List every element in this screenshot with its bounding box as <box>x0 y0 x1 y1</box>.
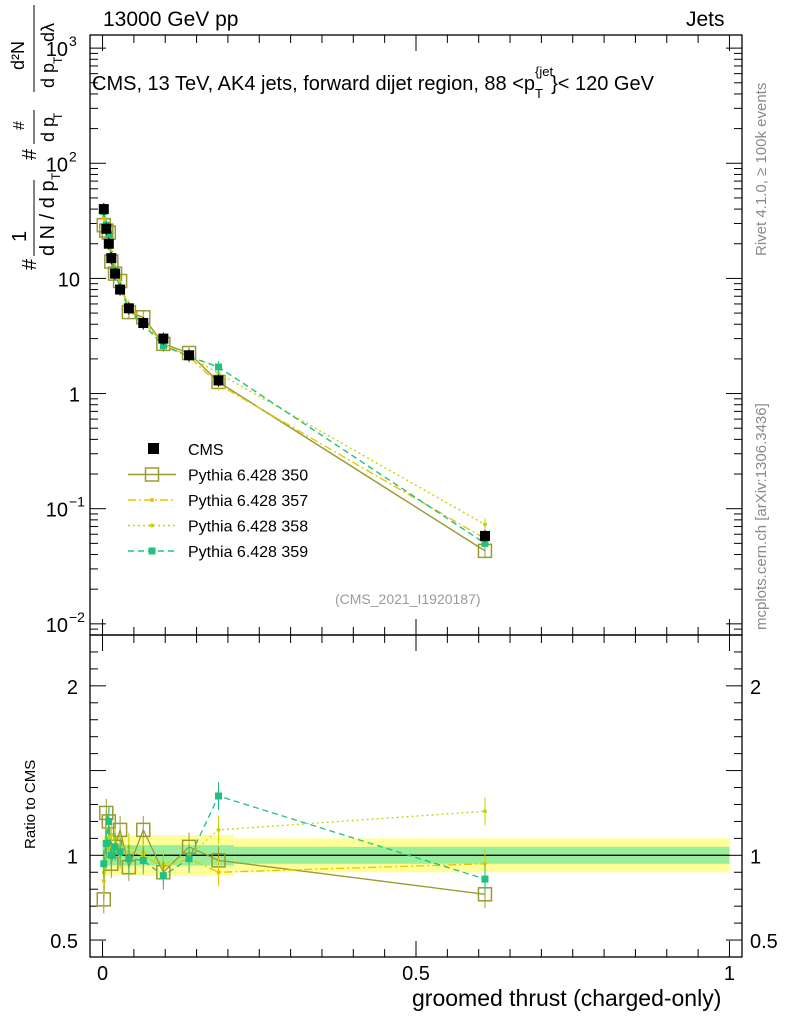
legend-label-358: Pythia 6.428 358 <box>188 519 308 536</box>
cms-data-point <box>213 375 224 386</box>
series-point <box>216 827 221 832</box>
series-359-point <box>481 875 489 883</box>
y-tick-label: −2 <box>69 609 85 625</box>
x-axis-label: groomed thrust (charged-only) <box>412 985 722 1011</box>
y-tick-label: 2 <box>69 148 77 164</box>
cms-data-point <box>115 284 126 295</box>
y-tick-label: 3 <box>69 33 77 49</box>
series-point <box>150 523 154 528</box>
ylabel-part: d N / d p <box>37 180 59 256</box>
series-350-point <box>136 822 151 838</box>
analysis-id: (CMS_2021_I1920187) <box>335 591 481 607</box>
energy-label: 13000 GeV pp <box>103 8 239 31</box>
ylabel-part: # <box>19 258 41 270</box>
x-tick-label: 0.5 <box>402 963 430 985</box>
series-359-point <box>105 231 113 239</box>
y-tick-label: 1 <box>69 385 80 407</box>
y-tick-label: 10 <box>46 500 68 522</box>
series-point <box>216 870 221 875</box>
legend-label-cms: CMS <box>188 442 224 459</box>
series-point <box>482 522 487 527</box>
y-tick-label: 10 <box>46 615 68 637</box>
ratio-y-tick-label: 2 <box>67 677 78 699</box>
series-359-point <box>105 817 113 825</box>
chart-title: CMS, 13 TeV, AK4 jets, forward dijet reg… <box>92 64 655 101</box>
category-label: Jets <box>686 8 725 31</box>
ratio-frame <box>89 634 743 958</box>
ratio-y-axis-label: Ratio to CMS <box>22 759 39 849</box>
cms-data-point <box>479 530 490 541</box>
legend-label-359: Pythia 6.428 359 <box>188 544 308 561</box>
series-359-point <box>215 792 223 800</box>
series-359-point <box>107 851 115 859</box>
y-tick-label: 10 <box>46 154 68 176</box>
series-359-point <box>100 860 108 868</box>
ylabel-part: d p <box>38 63 58 88</box>
series-359-point <box>159 872 167 880</box>
cms-data-point <box>98 204 109 215</box>
y-tick-label: 10 <box>46 39 68 61</box>
series-359-point <box>185 855 193 863</box>
legend-label-350: Pythia 6.428 350 <box>188 468 308 485</box>
y-tick-label: 10 <box>58 269 80 291</box>
ratio-y-tick-label: 0.5 <box>750 931 778 953</box>
cms-data-point <box>184 350 195 361</box>
series-359-point <box>159 342 167 350</box>
cms-data-point <box>138 317 149 328</box>
series-359-point <box>111 843 119 851</box>
x-tick-label: 0 <box>97 963 108 985</box>
ylabel-part: # <box>19 148 41 160</box>
mcplots-label: mcplots.cern.ch [arXiv:1306.3436] <box>753 403 770 630</box>
series-350-point <box>144 467 160 482</box>
ratio-y-tick-label: 1 <box>750 846 761 868</box>
cms-data-point <box>158 333 169 344</box>
ratio-plot: 0 0.5 1 0.5 0.5 1 1 2 2 <box>50 619 778 985</box>
rivet-label: Rivet 4.1.0, ≥ 100k events <box>753 82 770 256</box>
series-359-point <box>139 856 147 864</box>
cms-data-point <box>101 223 112 234</box>
series-point <box>150 498 154 502</box>
x-tick-label: 1 <box>724 963 735 985</box>
ylabel-part: # <box>11 121 28 130</box>
ylabel-part: T <box>49 172 63 180</box>
cms-data-point <box>106 253 117 264</box>
ratio-y-tick-label: 1 <box>67 846 78 868</box>
legend-label-357: Pythia 6.428 357 <box>188 493 308 510</box>
ylabel-part: T <box>51 56 65 64</box>
y-tick-label: −1 <box>69 494 85 510</box>
series-line <box>103 217 486 540</box>
ylabel-part: T <box>51 112 65 120</box>
series-359-point <box>116 848 124 856</box>
ratio-y-tick-label: 2 <box>750 677 761 699</box>
series-point <box>482 809 487 814</box>
legend-marker-cms <box>148 443 159 454</box>
series-359-point <box>148 547 156 555</box>
ratio-series-line <box>103 829 485 881</box>
cms-data-point <box>123 303 134 314</box>
series-point <box>216 371 221 376</box>
series-359-point <box>102 839 110 847</box>
ratio-y-tick-label: 0.5 <box>50 931 78 953</box>
ylabel-part: d p <box>38 117 58 142</box>
cms-data-point <box>110 268 121 279</box>
cms-data-point <box>103 238 114 249</box>
series-359-point <box>481 539 489 547</box>
ylabel-part: 1 <box>9 231 31 242</box>
series-359-point <box>215 363 223 371</box>
series-point <box>482 861 487 866</box>
ylabel-part: dλ <box>38 23 58 42</box>
ylabel-part: d²N <box>8 41 28 70</box>
series-359-point <box>125 855 133 863</box>
